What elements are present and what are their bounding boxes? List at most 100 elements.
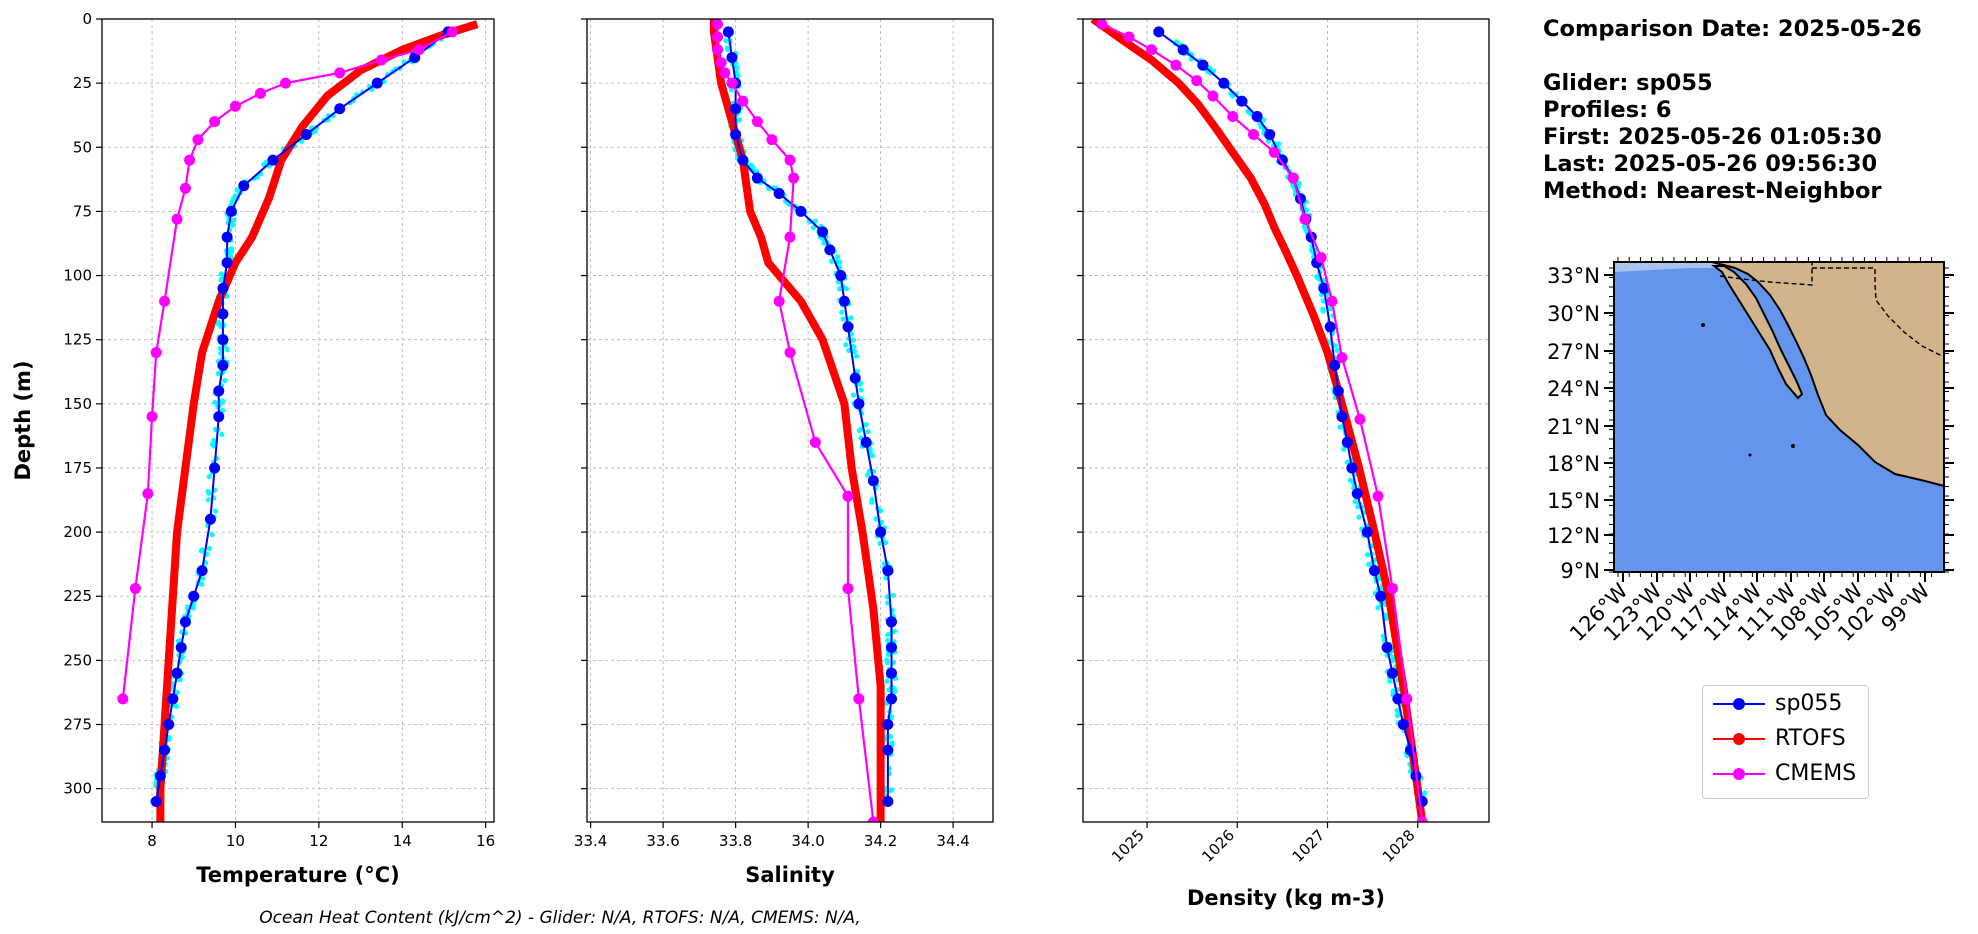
data-point-sp055 xyxy=(1336,411,1348,423)
series-line-rtofs xyxy=(709,19,885,822)
data-point-cmems xyxy=(719,67,731,79)
raw-glider-point xyxy=(213,508,219,514)
data-point-cmems xyxy=(129,583,141,595)
data-point-cmems xyxy=(712,44,723,56)
raw-glider-point xyxy=(858,387,864,393)
data-point-cmems xyxy=(254,87,266,99)
raw-glider-point xyxy=(206,545,213,552)
x-tick-label: 1028 xyxy=(1379,826,1419,866)
raw-glider-point xyxy=(1320,298,1326,304)
raw-glider-point xyxy=(728,87,734,93)
legend-item-sp055: sp055 xyxy=(1703,690,1868,724)
data-point-cmems xyxy=(788,172,800,184)
data-point-sp055 xyxy=(726,51,738,63)
data-point-sp055 xyxy=(159,744,171,756)
raw-glider-point xyxy=(835,254,841,260)
data-point-sp055 xyxy=(842,321,854,333)
data-point-sp055 xyxy=(1346,462,1358,474)
data-point-sp055 xyxy=(1153,26,1165,38)
raw-glider-point xyxy=(205,488,211,495)
raw-glider-point xyxy=(190,605,196,611)
raw-glider-point xyxy=(810,225,817,231)
data-point-cmems xyxy=(279,77,291,89)
data-point-cmems xyxy=(1227,110,1239,122)
x-axis-label: Salinity xyxy=(745,863,835,887)
data-point-cmems xyxy=(1315,252,1327,264)
data-point-sp055 xyxy=(737,154,749,166)
data-point-cmems xyxy=(1191,75,1203,87)
data-point-sp055 xyxy=(882,719,894,731)
data-point-cmems xyxy=(712,31,723,43)
data-point-cmems xyxy=(1416,816,1428,822)
legend-swatch-sp055 xyxy=(1713,698,1765,710)
raw-glider-point xyxy=(1246,110,1253,116)
raw-glider-point xyxy=(1302,226,1308,233)
data-point-cmems xyxy=(784,154,796,166)
raw-glider-point xyxy=(724,45,730,51)
y-axis-label: Depth (m) xyxy=(11,360,35,480)
data-point-cmems xyxy=(737,95,749,107)
x-tick-label: 34.4 xyxy=(936,832,969,850)
data-point-sp055 xyxy=(1392,693,1404,705)
data-point-cmems xyxy=(712,19,723,30)
raw-glider-point xyxy=(882,540,889,546)
map-lat-label: 9°N xyxy=(1560,559,1600,583)
method: Method: Nearest-Neighbor xyxy=(1543,178,1882,204)
comparison-info: Comparison Date: 2025-05-26 Glider: sp05… xyxy=(1543,16,1922,205)
raw-glider-point xyxy=(1327,306,1333,312)
data-point-sp055 xyxy=(751,172,763,184)
data-point-sp055 xyxy=(150,795,162,807)
legend-label: sp055 xyxy=(1775,691,1843,716)
first-time: First: 2025-05-26 01:05:30 xyxy=(1543,124,1882,150)
data-point-cmems xyxy=(150,347,162,359)
y-tick-label: 100 xyxy=(63,267,92,285)
raw-glider-point xyxy=(219,399,225,406)
data-point-cmems xyxy=(867,816,879,822)
data-point-sp055 xyxy=(1264,128,1276,140)
raw-glider-point xyxy=(853,353,859,359)
y-tick-label: 200 xyxy=(63,523,92,541)
data-point-sp055 xyxy=(1218,77,1230,89)
raw-glider-point xyxy=(723,37,729,44)
raw-glider-point xyxy=(1303,207,1310,213)
data-point-cmems xyxy=(184,154,196,166)
data-point-sp055 xyxy=(221,231,233,243)
raw-glider-point xyxy=(1337,424,1343,430)
data-point-cmems xyxy=(784,231,796,243)
data-point-sp055 xyxy=(722,26,734,38)
data-point-cmems xyxy=(1123,31,1135,43)
y-tick-label: 75 xyxy=(73,202,92,220)
raw-glider-point xyxy=(1364,552,1371,558)
raw-glider-point xyxy=(877,540,883,547)
raw-glider-point xyxy=(220,407,226,413)
raw-glider-point xyxy=(1366,561,1372,567)
data-point-cmems xyxy=(1326,295,1338,307)
raw-glider-point xyxy=(865,472,871,478)
raw-glider-point xyxy=(843,342,849,348)
x-tick-label: 14 xyxy=(393,832,412,850)
data-point-cmems xyxy=(334,67,346,79)
raw-glider-point xyxy=(1355,504,1361,510)
y-tick-label: 150 xyxy=(63,395,92,413)
data-point-sp055 xyxy=(1341,436,1353,448)
raw-glider-point xyxy=(205,497,211,503)
raw-glider-point xyxy=(867,446,873,452)
data-point-sp055 xyxy=(773,187,785,199)
data-point-sp055 xyxy=(171,667,183,679)
data-point-sp055 xyxy=(213,385,225,397)
y-tick-label: 0 xyxy=(82,10,92,28)
data-point-sp055 xyxy=(213,411,225,423)
data-point-cmems xyxy=(726,77,738,89)
legend-swatch-cmems xyxy=(1713,768,1765,780)
y-tick-label: 125 xyxy=(63,331,92,349)
plot-area xyxy=(709,19,899,822)
raw-glider-point xyxy=(1387,678,1393,684)
x-axis-label: Temperature (°C) xyxy=(196,863,399,887)
y-tick-label: 225 xyxy=(63,587,92,605)
raw-glider-point xyxy=(217,345,224,352)
raw-glider-point xyxy=(889,740,895,746)
data-point-sp055 xyxy=(175,642,187,654)
raw-glider-point xyxy=(174,689,181,695)
chart-panel-2: 33.4 33.6 33.8 34.0 34.2 34.4 Salinity xyxy=(574,18,994,887)
